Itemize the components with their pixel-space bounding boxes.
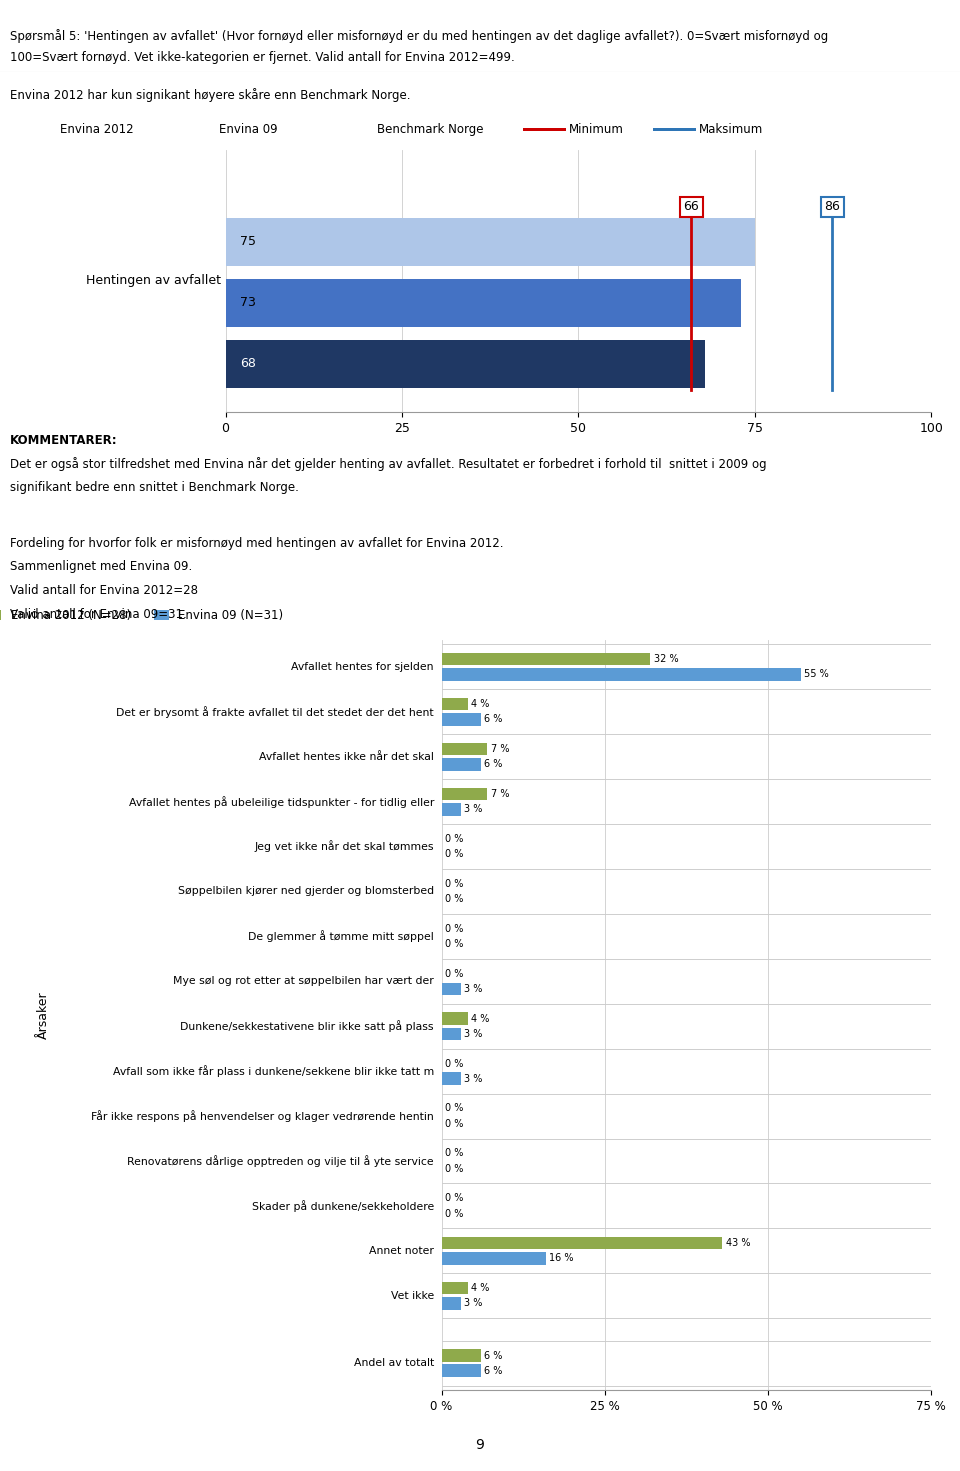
Text: 0 %: 0 % (444, 1164, 464, 1174)
Text: 0 %: 0 % (444, 969, 464, 978)
Text: 3 %: 3 % (465, 984, 483, 994)
Text: 66: 66 (684, 200, 699, 213)
Text: signifikant bedre enn snittet i Benchmark Norge.: signifikant bedre enn snittet i Benchmar… (10, 481, 299, 494)
Text: 86: 86 (825, 200, 840, 213)
Text: 0 %: 0 % (444, 834, 464, 844)
Text: 0 %: 0 % (444, 1193, 464, 1203)
Text: 7 %: 7 % (491, 788, 509, 799)
Bar (442, 1281, 468, 1294)
Text: Benchmark Norge: Benchmark Norge (377, 124, 484, 135)
Text: 0 %: 0 % (444, 938, 464, 949)
Text: Envina 09: Envina 09 (219, 124, 277, 135)
Text: 0 %: 0 % (444, 1059, 464, 1068)
Text: 4 %: 4 % (471, 1283, 490, 1293)
Text: Vet ikke: Vet ikke (391, 1290, 434, 1300)
Text: Det er brysomt å frakte avfallet til det stedet der det hent: Det er brysomt å frakte avfallet til det… (116, 706, 434, 718)
Text: Avfallet hentes for sjelden: Avfallet hentes for sjelden (292, 662, 434, 672)
Text: 16 %: 16 % (549, 1253, 574, 1264)
Legend: Envina 2012 (N=28), Envina 09 (N=31): Envina 2012 (N=28), Envina 09 (N=31) (0, 605, 288, 627)
Text: Minimum: Minimum (569, 124, 624, 135)
Text: Envina 2012: Envina 2012 (60, 124, 134, 135)
Text: 0 %: 0 % (444, 894, 464, 905)
Text: Får ikke respons på henvendelser og klager vedrørende hentin: Får ikke respons på henvendelser og klag… (91, 1111, 434, 1122)
Text: 6 %: 6 % (484, 1365, 502, 1375)
Bar (442, 1237, 722, 1249)
Text: Jeg vet ikke når det skal tømmes: Jeg vet ikke når det skal tømmes (254, 840, 434, 853)
Text: Fordeling for hvorfor folk er misfornøyd med hentingen av avfallet for Envina 20: Fordeling for hvorfor folk er misfornøyd… (10, 537, 503, 550)
Bar (442, 1072, 461, 1086)
Text: Avfallet hentes ikke når det skal: Avfallet hentes ikke når det skal (259, 752, 434, 762)
Bar (442, 713, 481, 725)
Text: Søppelbilen kjører ned gjerder og blomsterbed: Søppelbilen kjører ned gjerder og blomst… (178, 887, 434, 896)
Text: 9: 9 (475, 1437, 485, 1452)
Bar (442, 1349, 481, 1362)
Text: Dunkene/sekkestativene blir ikke satt på plass: Dunkene/sekkestativene blir ikke satt på… (180, 1021, 434, 1033)
Text: 0 %: 0 % (444, 878, 464, 888)
Bar (226, 279, 741, 327)
Text: 7 %: 7 % (491, 744, 509, 755)
Text: Spørsmål 5: 'Hentingen av avfallet' (Hvor fornøyd eller misfornøyd er du med hen: Spørsmål 5: 'Hentingen av avfallet' (Hvo… (10, 29, 828, 43)
Text: 4 %: 4 % (471, 1014, 490, 1024)
Bar (442, 1012, 468, 1025)
Text: Skader på dunkene/sekkeholdere: Skader på dunkene/sekkeholdere (252, 1200, 434, 1212)
Text: 4 %: 4 % (471, 699, 490, 709)
Text: Avfall som ikke får plass i dunkene/sekkene blir ikke tatt m: Avfall som ikke får plass i dunkene/sekk… (112, 1065, 434, 1077)
Bar (442, 1028, 461, 1040)
Text: 68: 68 (240, 357, 255, 371)
Text: Hentingen av avfallet: Hentingen av avfallet (85, 275, 221, 287)
Text: Mye søl og rot etter at søppelbilen har vært der: Mye søl og rot etter at søppelbilen har … (173, 977, 434, 986)
Text: 0 %: 0 % (444, 849, 464, 859)
Text: Andel av totalt: Andel av totalt (353, 1358, 434, 1368)
Text: 0 %: 0 % (444, 924, 464, 934)
Bar (442, 803, 461, 815)
Bar (442, 983, 461, 996)
Text: 73: 73 (240, 296, 255, 309)
Text: Annet noter: Annet noter (369, 1246, 434, 1256)
Bar (442, 758, 481, 771)
Text: Det er også stor tilfredshet med Envina når det gjelder henting av avfallet. Res: Det er også stor tilfredshet med Envina … (10, 457, 766, 471)
Bar (226, 340, 706, 388)
Bar (442, 653, 651, 665)
Text: 6 %: 6 % (484, 1350, 502, 1361)
Text: Envina 2012 har kun signikant høyere skåre enn Benchmark Norge.: Envina 2012 har kun signikant høyere skå… (10, 88, 410, 101)
Bar (442, 1365, 481, 1377)
Text: 75: 75 (240, 235, 255, 249)
Text: 0 %: 0 % (444, 1209, 464, 1218)
Text: KOMMENTARER:: KOMMENTARER: (10, 434, 117, 447)
Text: 3 %: 3 % (465, 1299, 483, 1308)
Text: Årsaker: Årsaker (36, 991, 50, 1039)
Text: 3 %: 3 % (465, 805, 483, 815)
Text: Valid antall for Envina 09=31.: Valid antall for Envina 09=31. (10, 608, 186, 621)
Bar (226, 218, 755, 266)
Bar (442, 743, 488, 755)
Bar (442, 1252, 546, 1265)
Bar (442, 668, 801, 681)
Text: 3 %: 3 % (465, 1074, 483, 1084)
Text: 55 %: 55 % (804, 669, 828, 680)
Text: 6 %: 6 % (484, 759, 502, 769)
Bar (442, 697, 468, 710)
Text: 32 %: 32 % (654, 655, 679, 665)
Text: De glemmer å tømme mitt søppel: De glemmer å tømme mitt søppel (249, 931, 434, 943)
Text: 100=Svært fornøyd. Vet ikke-kategorien er fjernet. Valid antall for Envina 2012=: 100=Svært fornøyd. Vet ikke-kategorien e… (10, 51, 515, 65)
Text: Valid antall for Envina 2012=28: Valid antall for Envina 2012=28 (10, 584, 198, 597)
Text: 0 %: 0 % (444, 1149, 464, 1158)
Text: 3 %: 3 % (465, 1028, 483, 1039)
Bar (442, 787, 488, 800)
Text: Maksimum: Maksimum (699, 124, 763, 135)
Text: 6 %: 6 % (484, 715, 502, 724)
Text: 43 %: 43 % (726, 1239, 750, 1249)
Text: 0 %: 0 % (444, 1119, 464, 1128)
Text: 0 %: 0 % (444, 1103, 464, 1114)
Bar (442, 1297, 461, 1309)
Text: Sammenlignet med Envina 09.: Sammenlignet med Envina 09. (10, 560, 192, 574)
Text: Avfallet hentes på ubeleilige tidspunkter - for tidlig eller: Avfallet hentes på ubeleilige tidspunkte… (129, 796, 434, 808)
Text: Renovatørens dårlige opptreden og vilje til å yte service: Renovatørens dårlige opptreden og vilje … (128, 1155, 434, 1167)
